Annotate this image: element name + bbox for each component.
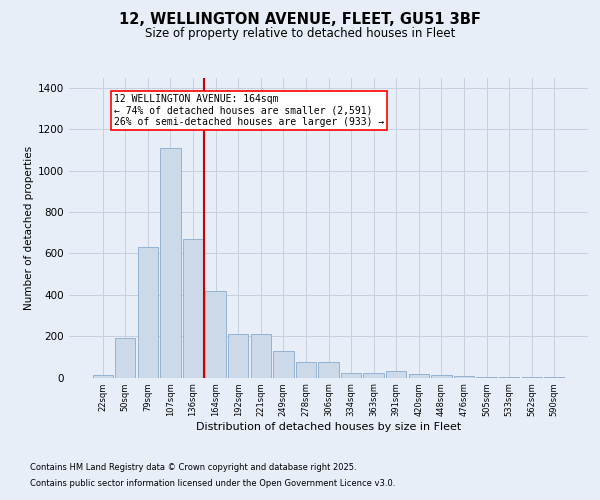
Bar	[409, 374, 429, 378]
X-axis label: Distribution of detached houses by size in Fleet: Distribution of detached houses by size …	[196, 422, 461, 432]
Y-axis label: Number of detached properties: Number of detached properties	[24, 146, 34, 310]
Bar	[341, 374, 361, 378]
Bar	[183, 239, 203, 378]
Bar	[273, 350, 293, 378]
Text: Contains public sector information licensed under the Open Government Licence v3: Contains public sector information licen…	[30, 478, 395, 488]
Bar	[228, 334, 248, 378]
Bar	[431, 376, 452, 378]
Bar	[115, 338, 136, 378]
Bar	[386, 372, 406, 378]
Bar	[251, 334, 271, 378]
Bar	[205, 290, 226, 378]
Text: Contains HM Land Registry data © Crown copyright and database right 2025.: Contains HM Land Registry data © Crown c…	[30, 464, 356, 472]
Bar	[364, 374, 384, 378]
Bar	[454, 376, 474, 378]
Bar	[296, 362, 316, 378]
Bar	[319, 362, 338, 378]
Text: 12, WELLINGTON AVENUE, FLEET, GU51 3BF: 12, WELLINGTON AVENUE, FLEET, GU51 3BF	[119, 12, 481, 28]
Bar	[92, 376, 113, 378]
Bar	[138, 247, 158, 378]
Text: Size of property relative to detached houses in Fleet: Size of property relative to detached ho…	[145, 28, 455, 40]
Text: 12 WELLINGTON AVENUE: 164sqm
← 74% of detached houses are smaller (2,591)
26% of: 12 WELLINGTON AVENUE: 164sqm ← 74% of de…	[114, 94, 384, 128]
Bar	[160, 148, 181, 378]
